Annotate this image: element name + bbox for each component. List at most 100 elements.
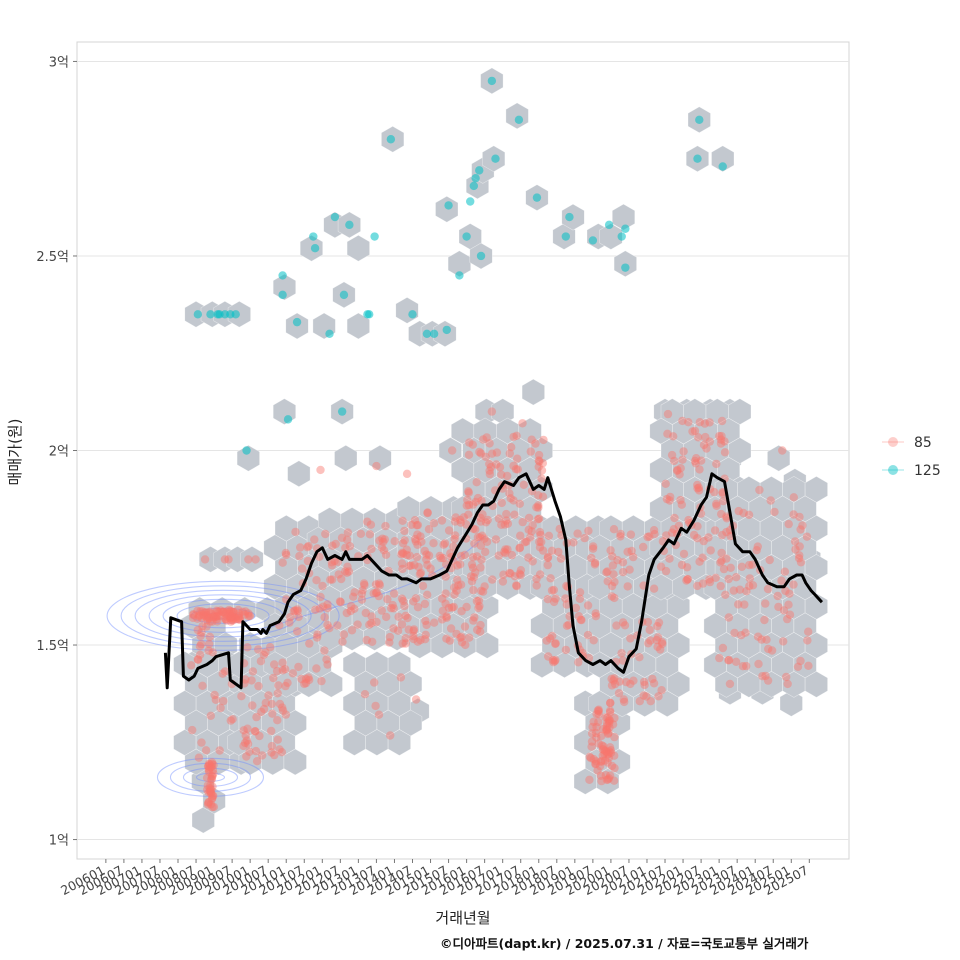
point-85 bbox=[784, 519, 793, 529]
point-85 bbox=[300, 679, 309, 689]
point-85 bbox=[449, 602, 458, 612]
point-85 bbox=[227, 611, 236, 621]
point-85 bbox=[717, 416, 727, 426]
point-85 bbox=[506, 494, 515, 503]
point-85 bbox=[531, 439, 540, 448]
point-85 bbox=[301, 678, 311, 688]
point-85 bbox=[600, 756, 610, 765]
point-85 bbox=[731, 657, 741, 666]
point-85 bbox=[374, 591, 383, 601]
point-85 bbox=[400, 526, 409, 536]
point-85 bbox=[335, 597, 345, 606]
point-125 bbox=[604, 220, 614, 230]
point-85 bbox=[400, 601, 409, 611]
point-85 bbox=[499, 570, 508, 579]
point-85 bbox=[202, 622, 211, 631]
point-85 bbox=[338, 637, 347, 646]
point-85 bbox=[577, 615, 586, 625]
point-85 bbox=[201, 746, 211, 755]
point-85 bbox=[602, 721, 612, 731]
point-85 bbox=[763, 584, 773, 594]
point-85 bbox=[323, 620, 332, 630]
point-85 bbox=[382, 612, 391, 622]
point-85 bbox=[583, 601, 593, 610]
point-85 bbox=[321, 529, 330, 539]
point-85 bbox=[325, 624, 334, 633]
point-85 bbox=[242, 736, 252, 745]
point-85 bbox=[226, 606, 235, 616]
point-85 bbox=[242, 752, 251, 761]
point-85 bbox=[222, 607, 231, 616]
point-85 bbox=[515, 569, 524, 578]
point-85 bbox=[304, 541, 313, 551]
point-85 bbox=[551, 639, 560, 649]
point-85 bbox=[205, 784, 215, 793]
hexbin-cell bbox=[475, 632, 499, 659]
point-85 bbox=[569, 538, 578, 547]
point-85 bbox=[767, 646, 777, 655]
point-85 bbox=[371, 588, 381, 598]
x-axis: 2006012006072007012007072008012008072009… bbox=[58, 859, 811, 898]
point-85 bbox=[367, 544, 376, 554]
point-85 bbox=[212, 606, 221, 615]
point-85 bbox=[778, 446, 787, 455]
point-85 bbox=[468, 440, 477, 449]
point-85 bbox=[645, 532, 654, 541]
point-85 bbox=[451, 531, 460, 540]
point-85 bbox=[482, 433, 491, 442]
point-85 bbox=[607, 674, 616, 683]
point-125 bbox=[693, 154, 702, 163]
point-85 bbox=[435, 551, 444, 561]
point-125 bbox=[532, 193, 542, 202]
point-85 bbox=[543, 560, 552, 570]
point-85 bbox=[390, 537, 399, 546]
point-85 bbox=[513, 454, 522, 463]
point-125 bbox=[621, 263, 630, 272]
point-85 bbox=[549, 658, 558, 667]
point-85 bbox=[476, 513, 485, 522]
point-85 bbox=[241, 675, 250, 684]
point-85 bbox=[663, 429, 672, 438]
point-85 bbox=[470, 613, 479, 622]
hexbin-cell bbox=[804, 671, 828, 698]
point-85 bbox=[601, 771, 610, 780]
density-contour bbox=[156, 757, 265, 797]
point-85 bbox=[251, 727, 260, 736]
point-85 bbox=[781, 586, 790, 596]
hexbin-cell bbox=[368, 444, 392, 472]
point-85 bbox=[717, 556, 726, 565]
point-85 bbox=[414, 562, 423, 572]
point-85 bbox=[760, 615, 769, 625]
point-85 bbox=[726, 563, 735, 572]
point-85 bbox=[561, 645, 571, 655]
point-85 bbox=[620, 697, 629, 707]
point-85 bbox=[311, 605, 320, 614]
point-85 bbox=[704, 533, 713, 542]
point-85 bbox=[593, 706, 603, 715]
point-85 bbox=[738, 662, 748, 671]
point-85 bbox=[452, 586, 461, 595]
point-125 bbox=[422, 329, 432, 338]
point-85 bbox=[592, 722, 601, 732]
point-85 bbox=[515, 544, 524, 553]
point-85 bbox=[337, 533, 347, 542]
point-85 bbox=[744, 510, 754, 519]
point-85 bbox=[201, 608, 211, 617]
point-85 bbox=[416, 532, 425, 541]
point-85 bbox=[379, 537, 388, 547]
point-85 bbox=[742, 661, 751, 671]
point-85 bbox=[195, 611, 204, 620]
point-85 bbox=[693, 534, 702, 543]
point-85 bbox=[397, 620, 407, 629]
point-85 bbox=[323, 660, 332, 669]
point-85 bbox=[316, 592, 325, 602]
point-85 bbox=[413, 603, 423, 612]
point-85 bbox=[218, 607, 227, 617]
point-125 bbox=[471, 173, 480, 183]
point-85 bbox=[258, 751, 267, 760]
point-85 bbox=[497, 470, 506, 479]
point-85 bbox=[396, 673, 406, 682]
point-85 bbox=[648, 674, 657, 684]
point-85 bbox=[204, 765, 214, 775]
point-85 bbox=[672, 466, 682, 475]
